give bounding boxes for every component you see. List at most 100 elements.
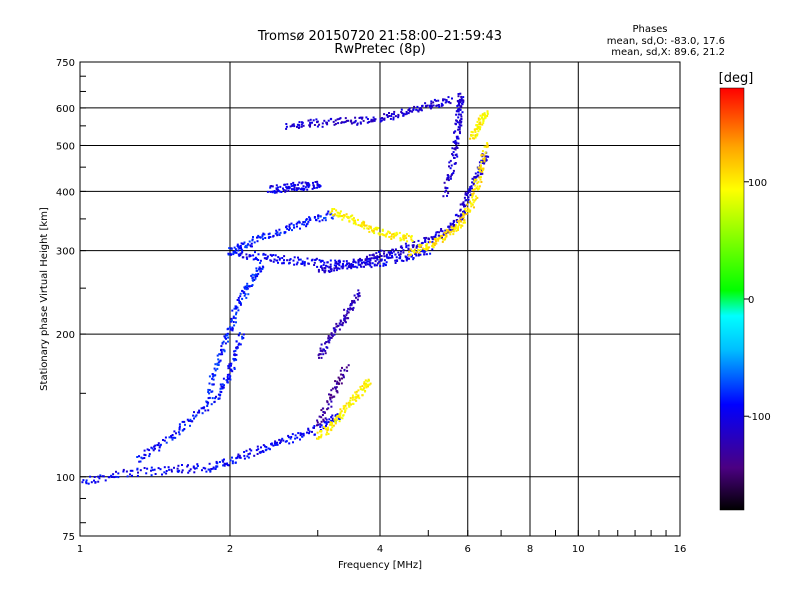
data-point <box>347 364 350 367</box>
data-point <box>240 302 242 305</box>
data-point <box>350 267 353 270</box>
data-point <box>292 184 295 187</box>
data-point <box>383 113 386 116</box>
data-point <box>445 100 448 103</box>
data-point <box>476 196 479 199</box>
data-point <box>173 466 175 469</box>
phases-line-o: mean, sd,O: -83.0, 17.6 <box>607 36 725 47</box>
data-point <box>433 244 436 247</box>
data-point <box>404 113 407 116</box>
data-point <box>126 475 129 478</box>
data-point <box>131 474 133 477</box>
data-point <box>201 469 203 472</box>
data-point <box>233 251 236 254</box>
data-point <box>444 229 447 232</box>
data-point <box>397 251 400 254</box>
data-point <box>287 436 290 439</box>
data-point <box>237 249 240 252</box>
data-point <box>370 266 373 269</box>
data-point <box>373 227 376 230</box>
data-point <box>478 126 481 129</box>
data-point <box>383 118 386 121</box>
x-tick-label: 6 <box>465 544 471 555</box>
data-point <box>334 380 337 383</box>
data-point <box>193 411 195 414</box>
data-point <box>226 462 229 465</box>
data-point <box>290 222 293 225</box>
data-point <box>338 420 341 423</box>
x-tick-label: 4 <box>377 544 383 555</box>
data-point <box>456 137 459 140</box>
data-point <box>427 241 430 244</box>
data-point <box>301 223 304 226</box>
data-point <box>303 264 306 267</box>
data-point <box>141 457 144 460</box>
data-point <box>248 255 251 258</box>
data-point <box>273 258 276 261</box>
data-point <box>238 299 240 302</box>
data-point <box>341 366 343 369</box>
data-point <box>381 229 384 232</box>
data-point <box>237 245 240 248</box>
data-point <box>186 418 189 421</box>
data-point <box>458 128 461 131</box>
data-point <box>361 116 364 119</box>
data-point <box>474 136 477 139</box>
data-point <box>474 195 477 198</box>
data-point <box>214 397 217 400</box>
data-point <box>350 215 352 218</box>
data-point <box>422 247 424 250</box>
data-point <box>426 104 429 107</box>
data-point <box>247 285 250 288</box>
data-point <box>368 225 371 228</box>
data-point <box>193 417 195 420</box>
data-point <box>365 384 368 387</box>
data-point <box>148 453 151 456</box>
data-point <box>85 481 88 484</box>
data-point <box>210 468 213 470</box>
data-point <box>188 469 191 472</box>
data-point <box>351 308 354 311</box>
data-point <box>279 185 282 188</box>
data-point <box>473 199 476 202</box>
data-point <box>208 382 211 385</box>
data-point <box>423 248 426 250</box>
data-point <box>271 190 274 193</box>
data-point <box>442 238 444 241</box>
data-point <box>217 393 220 396</box>
data-point <box>444 101 447 104</box>
data-point <box>140 456 143 459</box>
data-point <box>230 364 232 367</box>
data-point <box>324 269 327 272</box>
data-point <box>353 121 356 124</box>
data-point <box>286 183 289 186</box>
data-point <box>175 432 177 435</box>
data-point <box>101 475 104 478</box>
data-point <box>440 104 443 107</box>
data-point <box>447 175 450 177</box>
data-point <box>419 244 422 247</box>
data-point <box>405 256 408 259</box>
data-point <box>323 267 326 270</box>
data-point <box>158 446 161 449</box>
data-point <box>189 420 192 422</box>
data-point <box>320 435 323 438</box>
data-point <box>192 414 195 417</box>
data-point <box>385 253 388 256</box>
data-point <box>440 228 443 230</box>
data-point <box>236 455 239 458</box>
data-point <box>473 176 476 179</box>
data-point <box>339 408 342 411</box>
data-point <box>215 460 218 463</box>
data-point <box>430 100 433 103</box>
data-point <box>390 238 393 240</box>
data-point <box>441 234 444 237</box>
data-point <box>114 475 117 478</box>
data-point <box>355 393 358 396</box>
data-point <box>428 246 430 249</box>
data-point <box>302 434 305 437</box>
data-point <box>356 122 359 125</box>
data-point <box>368 383 371 386</box>
data-point <box>230 368 233 371</box>
data-point <box>450 230 453 233</box>
